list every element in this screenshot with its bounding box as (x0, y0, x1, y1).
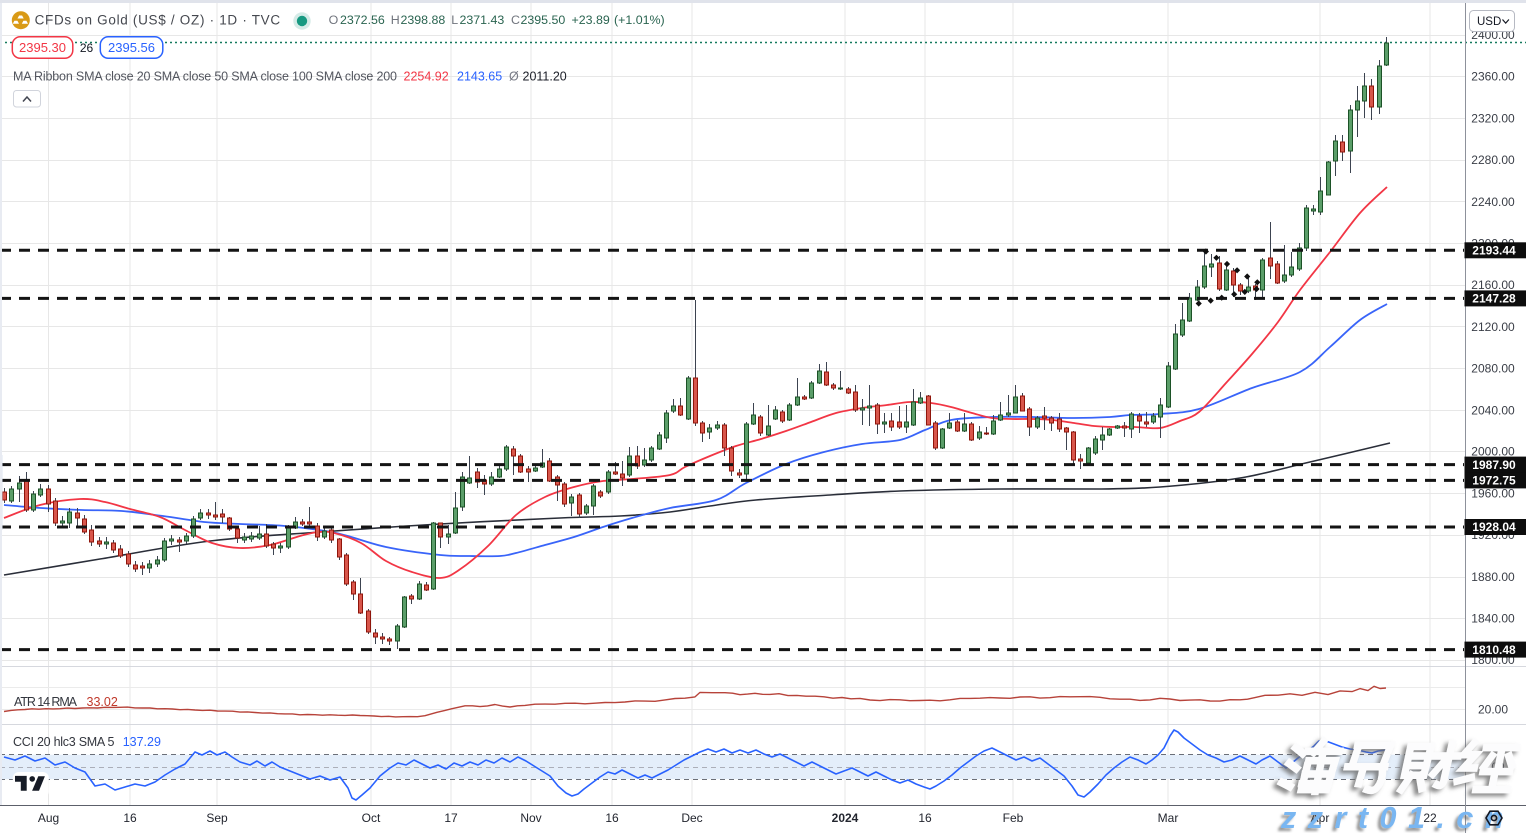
svg-text:2143.65: 2143.65 (457, 69, 502, 83)
svg-text:1928.04: 1928.04 (1472, 520, 1516, 534)
svg-text:2080.00: 2080.00 (1471, 362, 1515, 376)
svg-text:2011.20: 2011.20 (523, 69, 567, 83)
svg-text:2240.00: 2240.00 (1471, 195, 1515, 209)
svg-text:2320.00: 2320.00 (1471, 111, 1515, 125)
svg-text:zzrt01.cn: zzrt01.cn (1280, 801, 1515, 833)
svg-text:Aug: Aug (38, 811, 59, 825)
svg-text:17: 17 (444, 811, 458, 825)
svg-text:Mar: Mar (1158, 811, 1179, 825)
svg-text:2000.00: 2000.00 (1471, 445, 1515, 459)
svg-text:C: C (511, 13, 520, 27)
svg-text:1960.00: 1960.00 (1471, 486, 1515, 500)
svg-text:2395.50: 2395.50 (521, 13, 566, 27)
svg-text:16: 16 (918, 811, 932, 825)
svg-text:22: 22 (1423, 811, 1437, 825)
svg-text:1810.48: 1810.48 (1472, 643, 1516, 657)
svg-text:L: L (451, 13, 458, 27)
svg-text:O: O (329, 13, 339, 27)
svg-text:2360.00: 2360.00 (1471, 70, 1515, 84)
svg-text:16: 16 (605, 811, 619, 825)
svg-text:2120.00: 2120.00 (1471, 320, 1515, 334)
svg-text:Feb: Feb (1003, 811, 1024, 825)
svg-text:2372.56: 2372.56 (340, 13, 385, 27)
svg-text:Ø: Ø (509, 69, 519, 83)
svg-text:137.29: 137.29 (123, 735, 161, 749)
svg-text:Nov: Nov (520, 811, 541, 825)
svg-text:1972.75: 1972.75 (1472, 474, 1516, 488)
svg-text:CCI 20 hlc3 SMA 5: CCI 20 hlc3 SMA 5 (13, 735, 115, 749)
svg-text:2395.30: 2395.30 (19, 40, 66, 55)
svg-text:Dec: Dec (681, 811, 702, 825)
svg-text:Oct: Oct (362, 811, 381, 825)
svg-text:2147.28: 2147.28 (1472, 292, 1516, 306)
svg-text:USD: USD (1477, 16, 1501, 28)
svg-text:+23.89: +23.89 (572, 13, 610, 27)
svg-text:2160.00: 2160.00 (1471, 278, 1515, 292)
svg-text:33.02: 33.02 (87, 695, 118, 709)
svg-text:20.00: 20.00 (1478, 703, 1508, 717)
svg-text:2024: 2024 (832, 811, 859, 825)
svg-text:Sep: Sep (206, 811, 228, 825)
svg-text:MA Ribbon SMA close 20 SMA clo: MA Ribbon SMA close 20 SMA close 50 SMA … (13, 69, 397, 83)
svg-text:H: H (391, 13, 400, 27)
svg-text:(+1.01%): (+1.01%) (614, 13, 665, 27)
svg-text:2280.00: 2280.00 (1471, 153, 1515, 167)
svg-text:ATR 14 RMA: ATR 14 RMA (14, 695, 78, 709)
svg-text:2254.92: 2254.92 (404, 69, 449, 83)
svg-text:2193.44: 2193.44 (1472, 244, 1516, 258)
svg-text:2398.88: 2398.88 (401, 13, 446, 27)
svg-text:16: 16 (123, 811, 137, 825)
svg-text:1840.00: 1840.00 (1471, 612, 1515, 626)
svg-text:2371.43: 2371.43 (460, 13, 505, 27)
svg-text:2040.00: 2040.00 (1471, 403, 1515, 417)
svg-text:1987.90: 1987.90 (1472, 458, 1516, 472)
svg-text:2395.56: 2395.56 (108, 40, 155, 55)
svg-text:26: 26 (80, 41, 94, 55)
svg-text:Apr: Apr (1311, 811, 1330, 825)
svg-text:CFDs on Gold (US$ / OZ) · 1D ·: CFDs on Gold (US$ / OZ) · 1D · TVC (35, 13, 281, 28)
svg-text:1880.00: 1880.00 (1471, 570, 1515, 584)
